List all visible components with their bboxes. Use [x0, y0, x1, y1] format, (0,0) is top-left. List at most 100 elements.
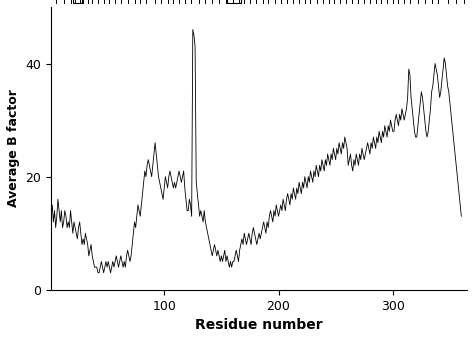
Point: [48, 282, 54, 286]
Point: [47, 282, 53, 286]
Y-axis label: Average B factor: Average B factor: [7, 89, 20, 207]
FancyBboxPatch shape: [73, 0, 82, 3]
Point: [47, 282, 53, 286]
Point: [48, 282, 54, 286]
Point: [47, 282, 53, 286]
Point: [48, 282, 54, 286]
Point: [48, 282, 54, 286]
Point: [48, 282, 54, 286]
Point: [48, 282, 54, 286]
Point: [48, 282, 54, 286]
Point: [47, 282, 53, 286]
Point: [47, 282, 53, 286]
Point: [48, 282, 54, 286]
Point: [48, 282, 54, 286]
Point: [48, 282, 54, 286]
Point: [48, 282, 54, 286]
Point: [47, 282, 53, 286]
Point: [48, 282, 54, 286]
Point: [48, 282, 54, 286]
Point: [48, 282, 54, 286]
Point: [48, 282, 54, 286]
Point: [47, 282, 53, 286]
Point: [47, 282, 53, 286]
Point: [47, 282, 53, 286]
Point: [48, 282, 54, 286]
Point: [47, 282, 53, 286]
Point: [48, 282, 54, 286]
Point: [47, 282, 53, 286]
FancyBboxPatch shape: [227, 0, 241, 3]
Point: [47, 282, 53, 286]
Point: [48, 282, 54, 286]
Point: [48, 282, 54, 286]
Point: [48, 282, 54, 286]
Point: [48, 282, 54, 286]
Point: [47, 282, 53, 286]
Point: [48, 282, 54, 286]
Point: [47, 282, 53, 286]
Point: [48, 282, 54, 286]
Point: [47, 282, 53, 286]
Point: [48, 282, 54, 286]
Point: [47, 282, 53, 286]
Point: [47, 282, 53, 286]
Point: [48, 282, 54, 286]
Point: [47, 282, 53, 286]
Point: [47, 282, 53, 286]
Point: [48, 282, 54, 286]
Point: [48, 282, 54, 286]
Point: [48, 282, 54, 286]
Point: [47, 282, 53, 286]
Point: [48, 282, 54, 286]
Point: [47, 282, 53, 286]
Point: [47, 282, 53, 286]
Point: [47, 282, 53, 286]
Point: [48, 282, 54, 286]
Point: [47, 282, 53, 286]
Point: [47, 282, 53, 286]
Point: [47, 282, 53, 286]
Point: [47, 282, 53, 286]
Point: [48, 282, 54, 286]
Point: [48, 282, 54, 286]
Point: [48, 282, 54, 286]
Point: [48, 282, 54, 286]
Point: [47, 282, 53, 286]
Point: [47, 282, 53, 286]
Point: [48, 282, 54, 286]
Point: [48, 282, 54, 286]
Point: [48, 282, 54, 286]
Point: [48, 282, 54, 286]
Point: [47, 282, 53, 286]
Point: [47, 282, 53, 286]
Point: [47, 282, 53, 286]
Point: [48, 282, 54, 286]
Point: [48, 282, 54, 286]
Point: [48, 282, 54, 286]
Point: [47, 282, 53, 286]
Point: [47, 282, 53, 286]
Point: [47, 282, 53, 286]
Point: [47, 282, 53, 286]
Point: [47, 282, 53, 286]
Point: [47, 282, 53, 286]
Point: [47, 282, 53, 286]
Point: [48, 282, 54, 286]
Point: [48, 282, 54, 286]
Point: [48, 282, 54, 286]
Point: [48, 282, 54, 286]
Point: [48, 282, 54, 286]
Point: [47, 282, 53, 286]
Point: [48, 282, 54, 286]
Point: [48, 282, 54, 286]
Point: [47, 282, 53, 286]
Point: [48, 282, 54, 286]
Point: [47, 282, 53, 286]
Point: [47, 282, 53, 286]
Point: [48, 282, 54, 286]
Point: [48, 282, 54, 286]
Point: [48, 282, 54, 286]
Point: [47, 282, 53, 286]
X-axis label: Residue number: Residue number: [195, 318, 323, 332]
